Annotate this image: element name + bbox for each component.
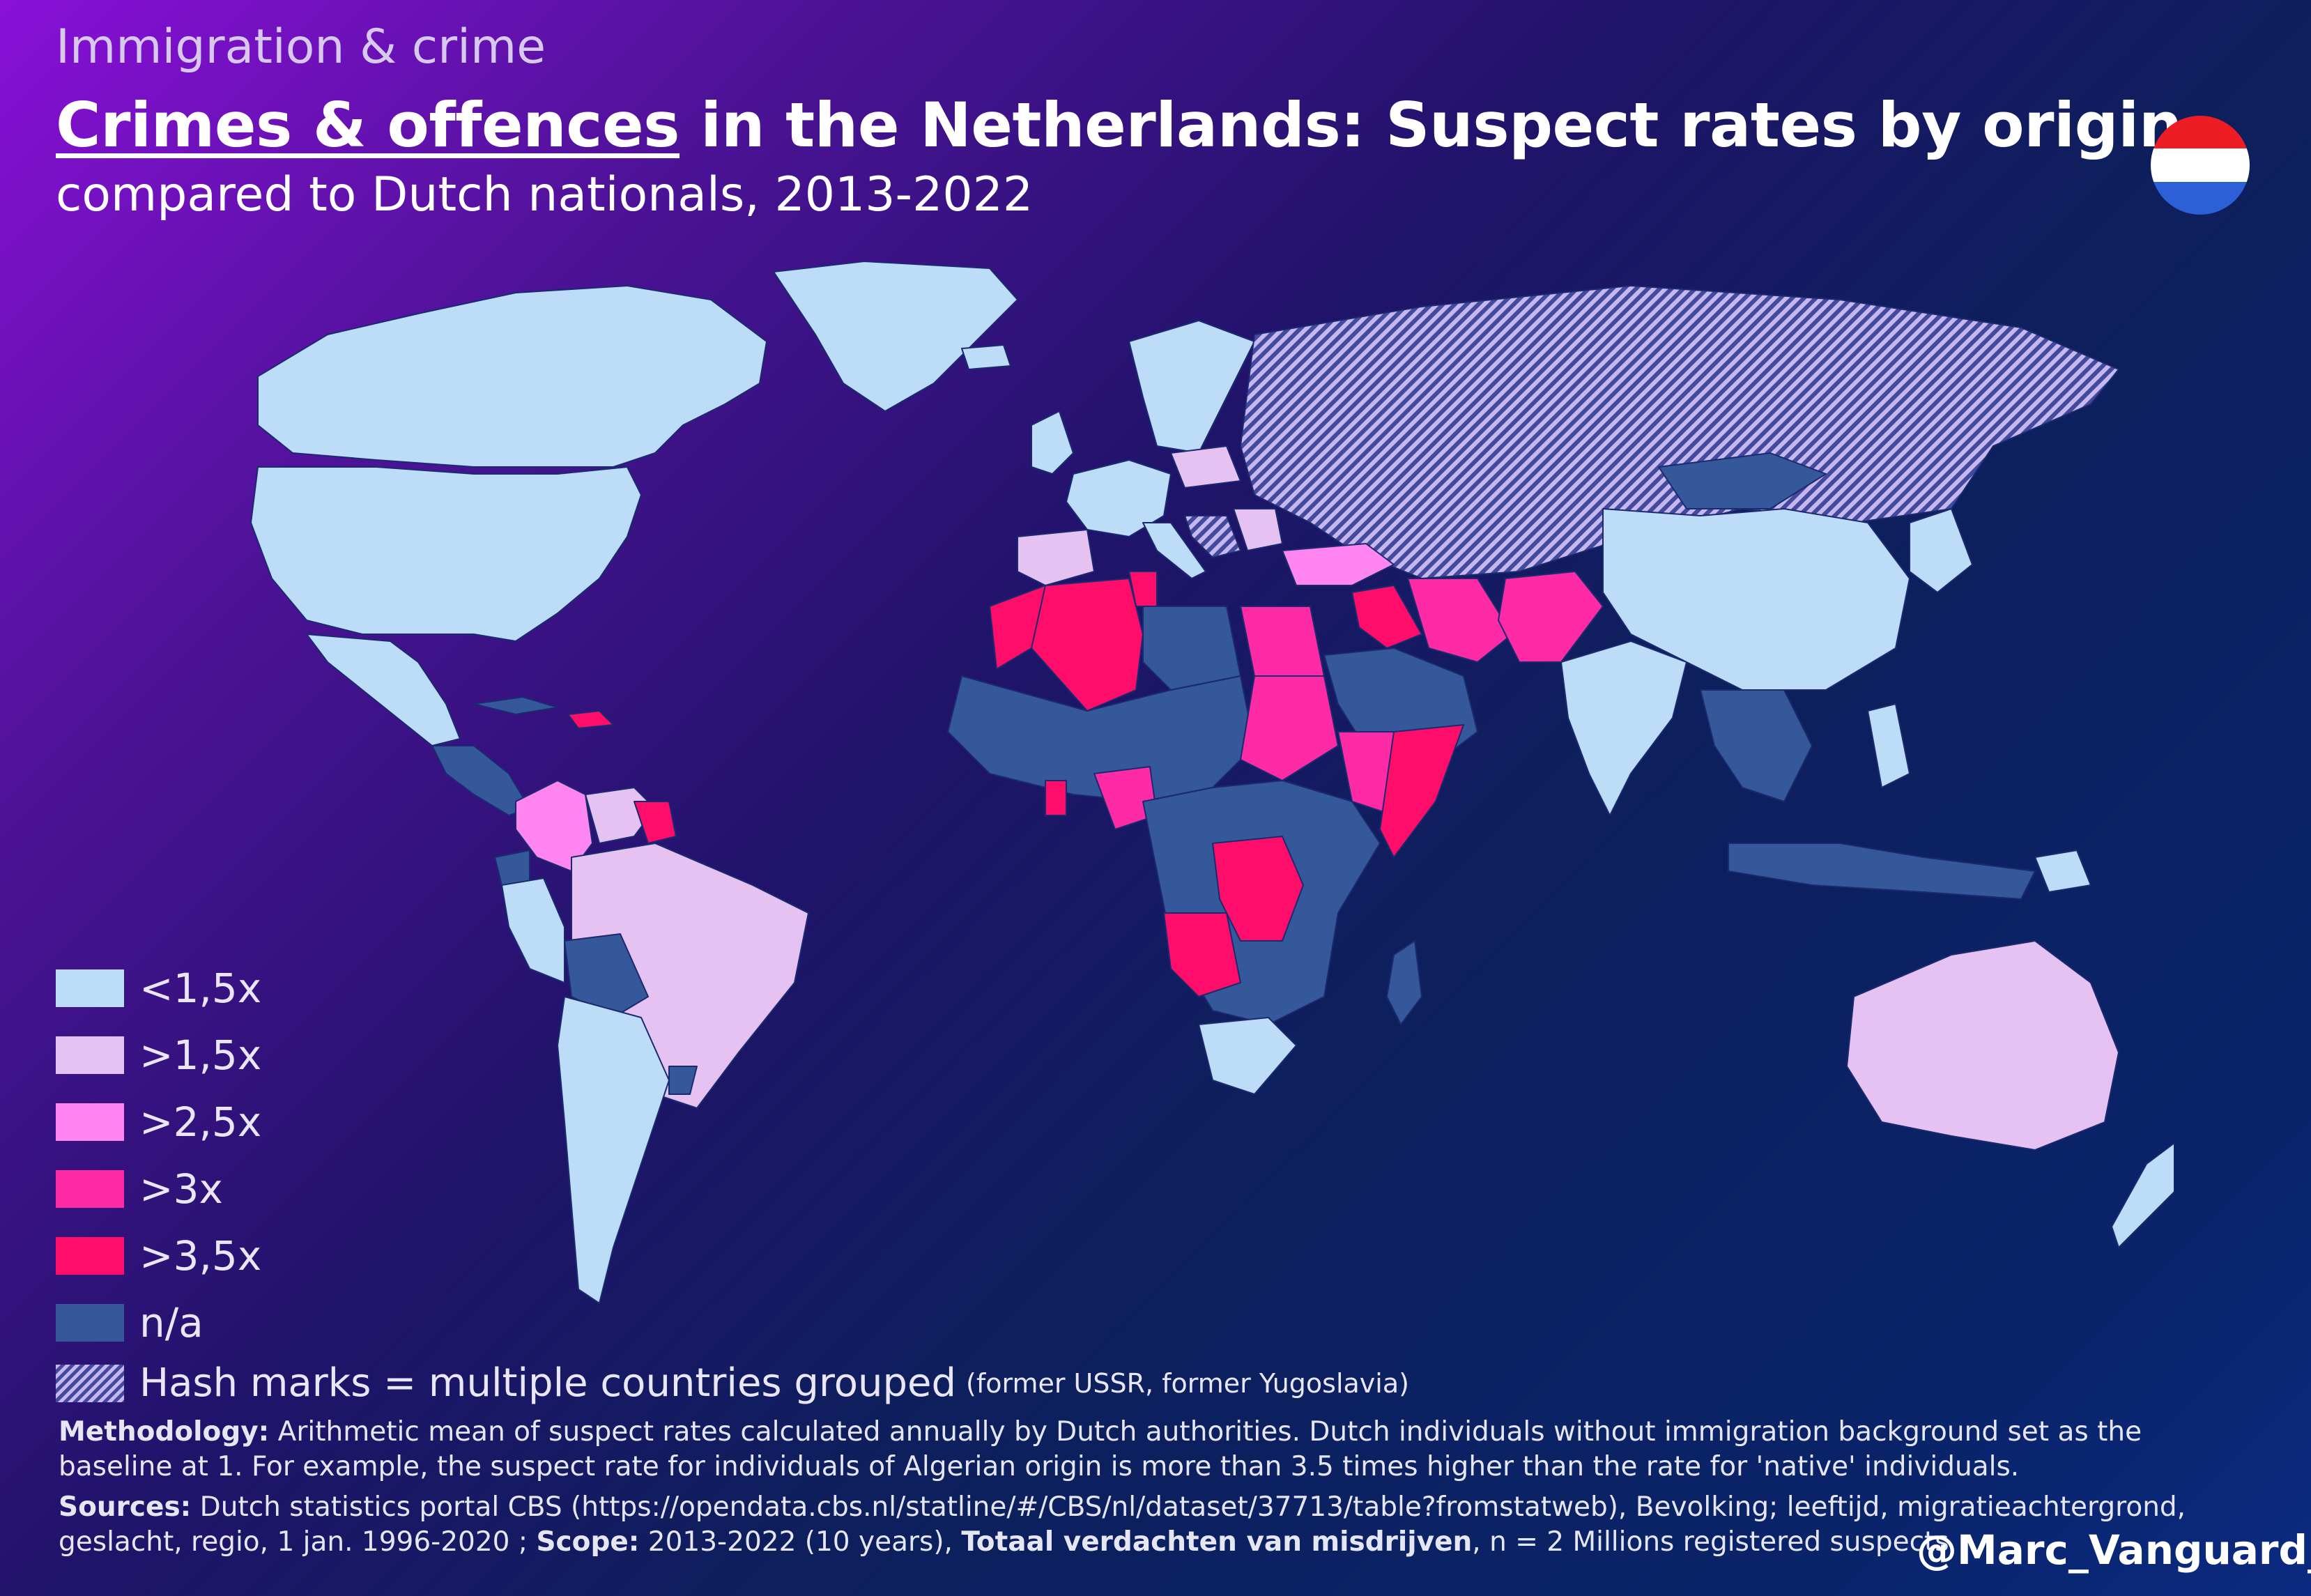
region-iceland — [961, 344, 1011, 370]
region-bolivia — [564, 933, 649, 1018]
region-peru — [501, 877, 565, 983]
title-rest: in the Netherlands: Suspect rates by ori… — [680, 89, 2182, 161]
legend-label: >2,5x — [139, 1098, 262, 1146]
region-southeast-asia — [1700, 689, 1813, 802]
methodology-label: Methodology: — [59, 1416, 270, 1448]
region-china — [1602, 508, 1910, 691]
region-ghana — [1045, 780, 1067, 816]
region-philippines — [1867, 703, 1910, 788]
region-iraq — [1351, 585, 1422, 649]
region-mexico — [306, 634, 461, 746]
region-chile-argentina — [557, 996, 670, 1304]
region-iberia — [1017, 529, 1095, 586]
region-somalia — [1379, 724, 1464, 858]
region-usa — [250, 466, 642, 642]
legend-label: >3,5x — [139, 1232, 262, 1280]
region-suriname — [634, 801, 677, 844]
legend-swatch — [56, 1036, 124, 1074]
region-turkey — [1282, 543, 1395, 586]
scope-text: 2013-2022 (10 years), — [639, 1526, 962, 1558]
region-angola — [1163, 912, 1241, 997]
author-handle: @Marc_Vanguard_i — [1917, 1526, 2311, 1574]
sources-label: Sources: — [59, 1491, 192, 1523]
region-italy — [1142, 522, 1206, 579]
sources-note: Sources: Dutch statistics portal CBS (ht… — [59, 1490, 2212, 1560]
region-haiti-dr — [567, 710, 614, 729]
region-canada — [257, 285, 767, 468]
region-australia — [1846, 940, 2119, 1151]
legend-item: <1,5x — [56, 955, 261, 1022]
region-south-africa — [1198, 1017, 1297, 1095]
region-balkans — [1233, 508, 1283, 551]
region-cuba — [473, 696, 558, 715]
region-sudan — [1240, 675, 1339, 781]
legend-swatch — [56, 1103, 124, 1141]
region-libya — [1142, 606, 1241, 691]
region-indonesia — [1728, 843, 2036, 900]
region-new-zealand — [2111, 1142, 2174, 1248]
region-drc — [1212, 836, 1304, 942]
scope-label: Scope: — [536, 1526, 640, 1558]
region-india — [1560, 640, 1687, 816]
flag-blue-band — [2151, 181, 2250, 215]
kicker-text: Immigration & crime — [56, 20, 546, 75]
legend-item: >3x — [56, 1156, 261, 1222]
legend-item: n/a — [56, 1289, 261, 1356]
region-egypt — [1240, 606, 1325, 677]
legend-item: >2,5x — [56, 1089, 261, 1156]
legend-swatch — [56, 1170, 124, 1208]
legend-swatch — [56, 969, 124, 1007]
region-poland — [1170, 445, 1241, 489]
netherlands-flag-icon — [2151, 116, 2250, 215]
region-greenland — [773, 261, 1018, 412]
legend-label: >1,5x — [139, 1031, 262, 1079]
flag-white-band — [2151, 148, 2250, 182]
sources-text: Dutch statistics portal CBS (https://ope… — [59, 1491, 2186, 1558]
region-ecuador — [494, 850, 530, 886]
title-underlined: Crimes & offences — [56, 89, 680, 161]
legend: <1,5x >1,5x >2,5x >3x >3,5x n/a — [56, 955, 261, 1356]
region-uruguay — [668, 1066, 698, 1095]
region-algeria — [1031, 578, 1144, 712]
region-uk-ireland — [1031, 410, 1074, 475]
legend-label: n/a — [139, 1299, 204, 1346]
legend-swatch — [56, 1304, 124, 1342]
world-map — [250, 261, 2174, 1304]
region-iran — [1407, 578, 1513, 663]
hash-legend-label: Hash marks = multiple countries grouped — [139, 1360, 957, 1406]
region-former-yugoslavia — [1184, 515, 1241, 558]
legend-item: >3,5x — [56, 1222, 261, 1289]
region-madagascar — [1386, 940, 1422, 1025]
methodology-text: Arithmetic mean of suspect rates calcula… — [59, 1416, 2142, 1482]
region-korea-japan — [1909, 508, 1973, 593]
total-text: , n = 2 Millions registered suspects — [1472, 1526, 1949, 1558]
hatch-swatch — [56, 1364, 124, 1402]
region-afghanistan-pakistan — [1498, 571, 1604, 663]
hash-legend-item: Hash marks = multiple countries grouped … — [56, 1360, 1409, 1406]
page-title: Crimes & offences in the Netherlands: Su… — [56, 89, 2182, 161]
legend-swatch — [56, 1237, 124, 1275]
legend-label: >3x — [139, 1165, 223, 1213]
methodology-note: Methodology: Arithmetic mean of suspect … — [59, 1415, 2205, 1484]
region-scandinavia — [1128, 320, 1255, 454]
region-papua — [2034, 850, 2091, 893]
region-mongolia — [1658, 452, 1827, 509]
hash-legend-detail: (former USSR, former Yugoslavia) — [966, 1367, 1409, 1399]
legend-label: <1,5x — [139, 965, 262, 1012]
subtitle: compared to Dutch nationals, 2013-2022 — [56, 167, 1034, 222]
total-label: Totaal verdachten van misdrijven — [961, 1526, 1473, 1558]
legend-item: >1,5x — [56, 1022, 261, 1089]
